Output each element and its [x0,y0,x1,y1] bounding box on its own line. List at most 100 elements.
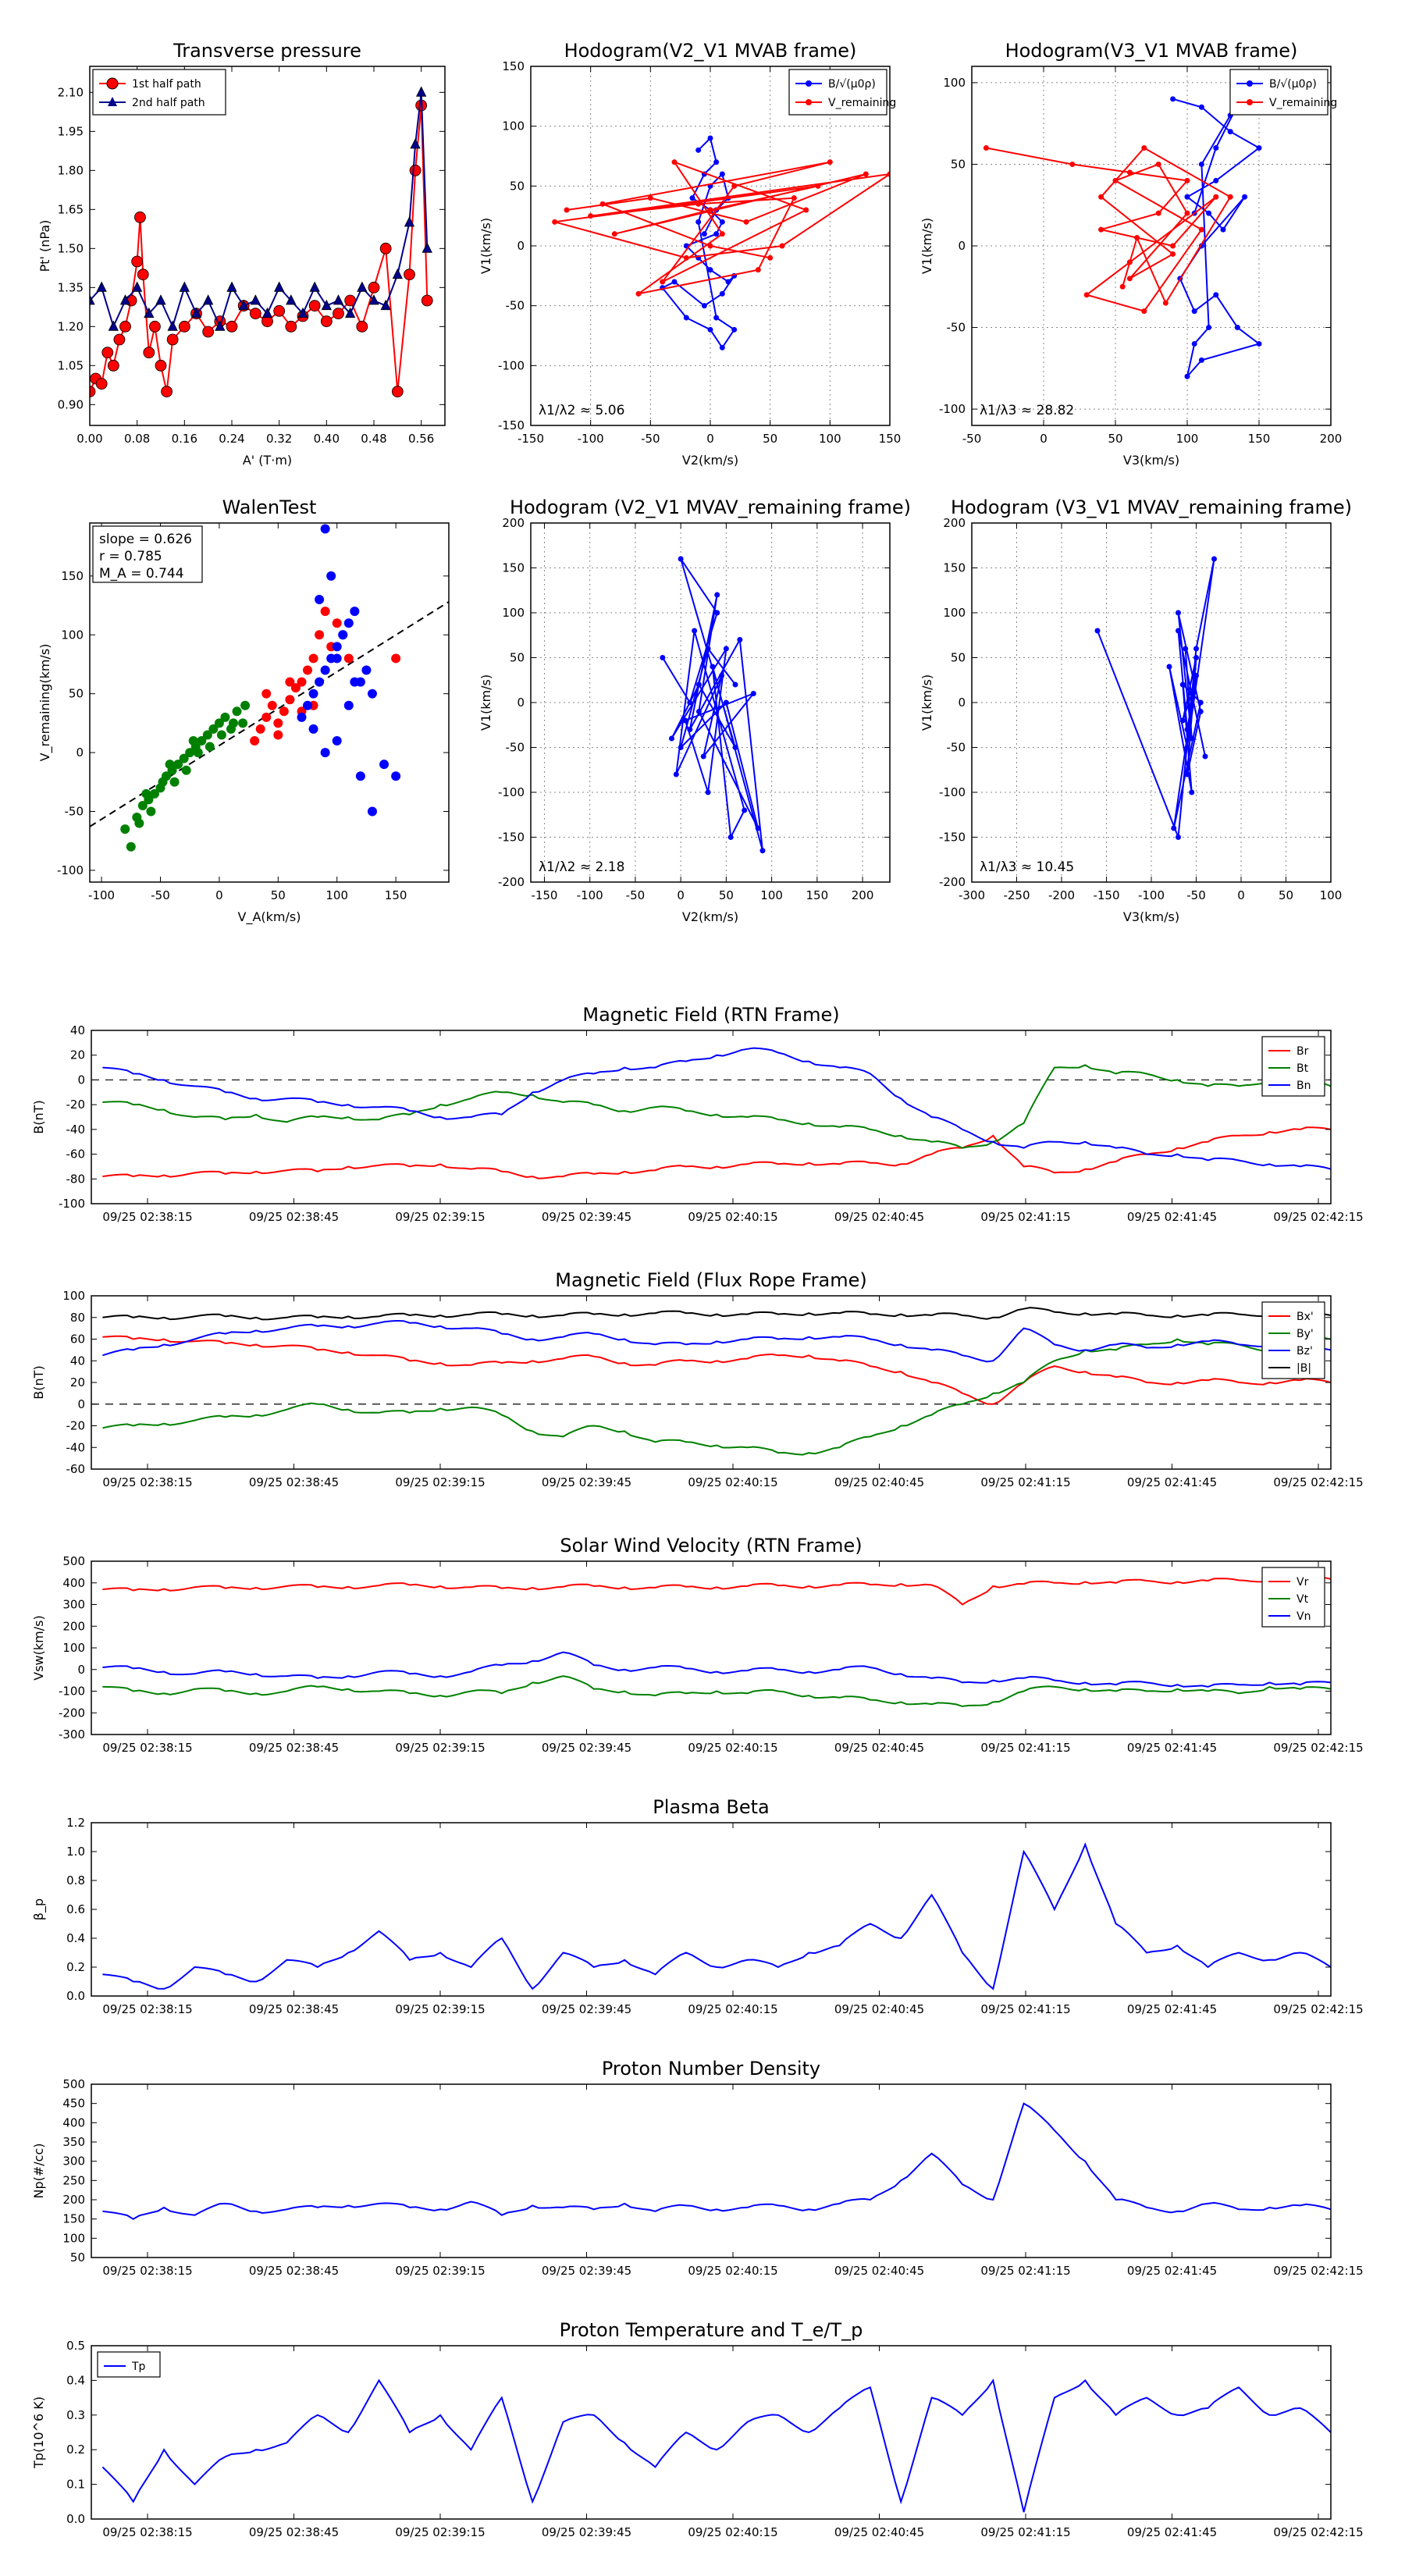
data-point [1184,210,1190,216]
y-tick-label: 150 [502,561,525,575]
data-point [214,718,224,728]
y-tick-label: -50 [947,321,966,335]
series-Bt [102,1064,1331,1149]
data-point [1126,276,1133,282]
x-tick-label: 0.32 [266,432,292,446]
series-V [660,556,766,854]
y-tick-label: 150 [502,59,525,73]
x-tick-label: 09/25 02:41:15 [980,1210,1070,1224]
chart-title: WalenTest [222,496,317,518]
data-point [193,748,203,758]
y-tick-label: -150 [498,831,525,845]
x-tick-label: 0.40 [314,432,340,446]
y-tick-label: -40 [66,1440,86,1454]
data-point [727,834,734,840]
data-point [1176,834,1181,840]
data-point [1227,129,1233,135]
data-point [250,736,260,746]
chart-title: Hodogram(V3_V1 MVAB frame) [1005,40,1298,62]
y-tick-label: 20 [70,1048,85,1062]
y-tick-label: 100 [62,2231,85,2245]
data-point [391,653,401,664]
data-point [755,267,761,273]
y-tick-label: 50 [951,651,966,665]
data-point [345,307,356,318]
y-tick-label: 1.20 [58,319,84,333]
data-point [367,806,377,817]
data-point [190,307,202,318]
x-tick-label: 09/25 02:42:15 [1273,2264,1363,2278]
x-tick-label: 0 [215,888,223,902]
legend-label: Vt [1297,1593,1309,1606]
data-point [326,571,336,581]
y-tick-label: 0 [958,239,966,253]
y-tick-label: 80 [70,1311,85,1325]
data-point [297,677,307,687]
data-point [1191,340,1197,347]
chart-title: Proton Number Density [602,2058,820,2080]
data-point [126,841,136,852]
x-tick-label: 09/25 02:38:45 [249,2264,339,2278]
data-point [1112,177,1119,183]
series-line [1172,90,1261,377]
data-point [719,219,725,225]
y-tick-label: 100 [62,1289,85,1303]
chart-h3: -150 -100 -50 0 50 100 150 200 -200 -150 -100 -50 0 5… [478,496,911,924]
data-point [308,653,318,664]
data-point [134,211,146,223]
data-point [1184,177,1190,183]
x-tick-label: 09/25 02:39:15 [395,2264,485,2278]
data-point [134,818,144,828]
data-point [261,688,272,699]
data-point [1184,373,1190,379]
y-tick-label: -150 [939,831,966,845]
x-tick-label: 09/25 02:38:15 [102,1741,192,1755]
x-axis-label: V3(km/s) [1123,453,1179,468]
data-point [249,308,261,320]
eigen-ratio: λ1/λ2 ≈ 5.06 [539,403,624,418]
legend-marker [1247,99,1253,105]
x-tick-label: 50 [763,432,777,446]
legend-label: Tp [131,2361,146,2373]
data-point [379,760,389,770]
data-point [1213,292,1219,298]
chart-h4: -300 -250 -200 -150 -100 -50 0 50 100 -200 -150 -10… [919,496,1352,924]
y-axis-label: Vsw(km/s) [31,1615,46,1680]
y-axis-label: V1(km/s) [919,218,934,274]
chart-title: Hodogram (V2_V1 MVAV_remaining frame) [510,496,911,518]
x-axis-label: V2(km/s) [682,453,738,468]
y-tick-label: 400 [62,2115,85,2129]
legend-label: 1st half path [132,78,201,91]
eigen-ratio: λ1/λ3 ≈ 10.45 [980,859,1074,875]
data-point [710,664,716,670]
data-point [320,524,330,534]
data-point [279,706,289,717]
data-point [238,718,248,728]
data-point [320,315,333,328]
y-tick-label: 0.4 [66,1931,85,1945]
chart-h2: -50 0 50 100 150 200 -100 -50 0 50 100 Hodogram(V3_… [919,40,1342,468]
legend-label: 2nd half path [132,97,205,109]
data-point [315,677,325,687]
x-tick-label: 100 [760,888,783,902]
data-point [361,665,372,675]
data-point [1198,104,1204,110]
data-point [355,771,365,781]
data-point [1198,357,1204,363]
data-point [701,303,707,309]
y-tick-label: -50 [506,299,525,313]
data-point [767,254,774,261]
data-point [1242,194,1248,200]
x-tick-label: 200 [852,888,874,902]
x-tick-label: -50 [962,432,982,446]
legend: Tp [97,2351,161,2378]
data-point [678,745,684,750]
data-point [90,294,95,305]
legend-marker [106,77,119,90]
x-tick-label: 09/25 02:42:15 [1273,1210,1363,1224]
x-tick-label: -100 [1138,888,1165,902]
y-tick-label: 0.5 [66,2339,85,2353]
data-point [240,700,251,710]
eigen-ratio: λ1/λ3 ≈ 28.82 [980,403,1074,418]
data-point [392,268,403,279]
